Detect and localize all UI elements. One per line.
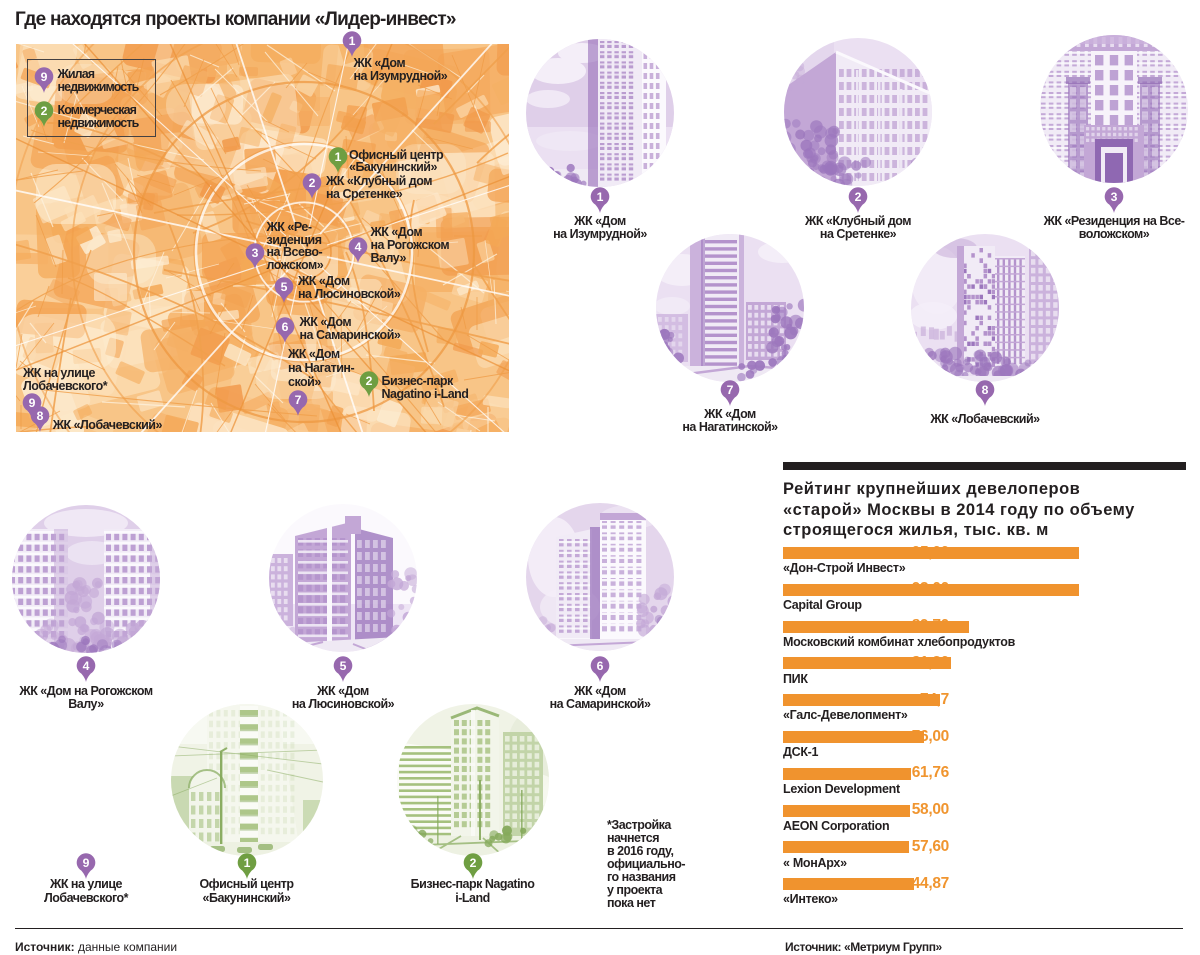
svg-text:9: 9: [83, 856, 90, 870]
svg-text:2: 2: [41, 104, 48, 118]
svg-text:2: 2: [855, 190, 862, 204]
svg-text:9: 9: [41, 70, 48, 84]
svg-text:2: 2: [366, 374, 373, 388]
svg-text:7: 7: [294, 393, 301, 407]
svg-text:1: 1: [335, 150, 342, 164]
svg-text:3: 3: [251, 246, 258, 260]
svg-text:4: 4: [354, 240, 361, 254]
svg-text:8: 8: [982, 383, 989, 397]
svg-text:6: 6: [597, 659, 604, 673]
svg-text:4: 4: [83, 659, 90, 673]
svg-text:3: 3: [1111, 190, 1118, 204]
svg-text:8: 8: [36, 409, 43, 423]
svg-text:2: 2: [469, 856, 476, 870]
svg-text:5: 5: [281, 280, 288, 294]
svg-text:1: 1: [243, 856, 250, 870]
svg-text:1: 1: [597, 190, 604, 204]
svg-text:7: 7: [727, 383, 734, 397]
svg-text:9: 9: [29, 396, 36, 410]
svg-text:5: 5: [340, 659, 347, 673]
svg-text:1: 1: [348, 34, 355, 48]
svg-text:2: 2: [309, 176, 316, 190]
svg-text:6: 6: [282, 320, 289, 334]
